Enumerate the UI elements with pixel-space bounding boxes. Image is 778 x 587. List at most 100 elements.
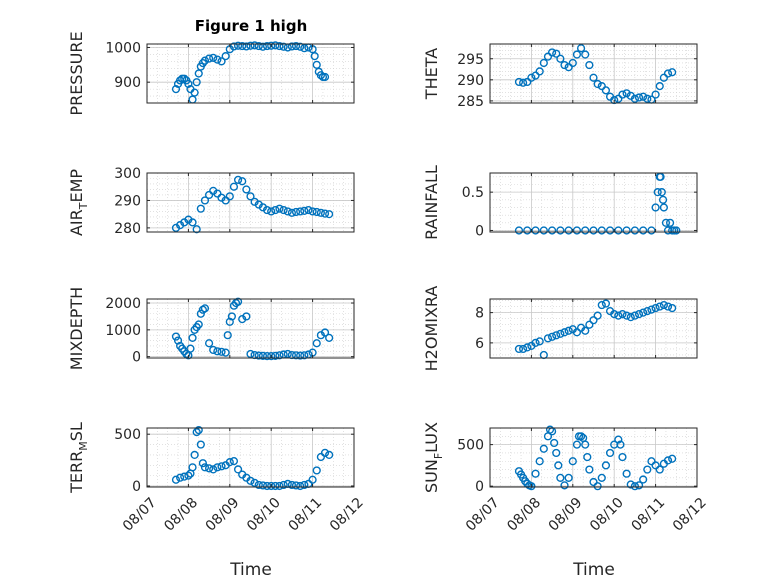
data-point <box>556 226 565 235</box>
data-point <box>171 332 181 341</box>
data-point <box>639 92 648 101</box>
data-point <box>552 331 561 340</box>
data-point <box>554 461 563 470</box>
data-point <box>552 448 561 458</box>
axes-box <box>489 427 698 488</box>
data-point <box>312 339 321 348</box>
data-point <box>246 41 255 50</box>
data-point <box>225 317 234 326</box>
data-point <box>663 69 673 78</box>
axes-box <box>146 298 355 359</box>
plot-area <box>490 44 697 103</box>
y-tick-label: 285 <box>457 94 484 110</box>
data-point <box>188 218 197 227</box>
data-point <box>233 175 243 184</box>
figure-title: Figure 1 high <box>195 17 308 35</box>
data-point <box>320 209 330 218</box>
axes-box <box>489 298 698 359</box>
data-point <box>310 52 319 61</box>
data-point <box>634 481 644 490</box>
y-tick-label: 0.5 <box>462 185 484 201</box>
data-point <box>659 73 668 82</box>
data-point <box>655 302 664 311</box>
data-point <box>585 320 594 329</box>
series-markers <box>171 297 334 361</box>
data-point <box>200 56 210 65</box>
data-point <box>545 425 555 434</box>
data-point <box>217 347 226 356</box>
data-point <box>267 41 276 50</box>
data-point <box>543 334 553 343</box>
data-point <box>605 448 615 458</box>
data-point <box>271 41 280 50</box>
data-point <box>547 332 557 341</box>
y-tick-label: 900 <box>114 75 141 91</box>
data-point <box>184 79 193 89</box>
subplot-8: 0 500 08/07 08/08 08/09 08/10 08/11 08/12 SUNFLU… <box>422 422 710 535</box>
y-axis-label: THETA <box>422 48 441 100</box>
data-point <box>194 320 203 329</box>
data-point <box>634 93 644 102</box>
data-point <box>279 205 288 215</box>
data-point <box>581 326 590 335</box>
data-point <box>593 311 602 320</box>
data-point <box>581 440 590 449</box>
data-point <box>308 207 317 216</box>
axes-box <box>489 172 698 233</box>
data-point <box>543 52 553 61</box>
subplot-7: 0 500 08/07 08/08 08/09 08/10 08/11 08/12 TERRMS… <box>67 422 367 535</box>
data-point <box>275 204 284 213</box>
data-point <box>601 299 611 308</box>
subplot-1: 900 1000 PRESSURE <box>67 31 355 116</box>
data-point <box>585 60 594 70</box>
series-markers <box>514 425 677 491</box>
data-point <box>597 473 606 482</box>
x-tick-label: 08/11 <box>628 495 668 535</box>
data-point <box>572 226 582 235</box>
data-point <box>539 444 548 453</box>
data-point <box>560 328 569 337</box>
data-point <box>668 68 677 77</box>
data-point <box>614 435 623 444</box>
data-point <box>300 480 309 490</box>
y-tick-label: 1000 <box>105 40 141 56</box>
data-point <box>242 185 251 194</box>
data-point <box>192 78 201 87</box>
data-point <box>568 457 577 466</box>
data-point <box>589 316 598 325</box>
data-point <box>514 226 524 235</box>
data-point <box>262 205 272 215</box>
data-point <box>173 336 183 345</box>
data-point <box>614 226 623 235</box>
data-point <box>560 481 569 490</box>
data-point <box>658 195 668 204</box>
data-point <box>217 462 226 471</box>
data-point <box>622 226 631 235</box>
data-point <box>325 210 334 219</box>
y-tick-label: 500 <box>457 438 484 454</box>
data-point <box>564 63 573 72</box>
data-point <box>283 349 292 359</box>
data-point <box>225 458 234 467</box>
data-point <box>651 203 660 212</box>
data-point <box>665 218 675 227</box>
data-point <box>601 461 611 470</box>
series-markers <box>171 175 334 234</box>
data-point <box>229 182 239 191</box>
data-point <box>196 309 205 318</box>
y-tick-label: 290 <box>457 73 484 89</box>
data-point <box>535 457 544 466</box>
data-point <box>514 344 524 354</box>
y-axis-label: RAINFALL <box>422 165 441 240</box>
data-point <box>300 351 309 360</box>
data-point <box>262 481 272 491</box>
data-point <box>180 74 189 83</box>
data-point <box>217 57 226 66</box>
data-point <box>198 459 207 468</box>
axes-box <box>146 172 355 233</box>
x-tick-label: 08/08 <box>161 495 201 535</box>
data-point <box>213 189 222 198</box>
y-axis-label: H2OMIXRA <box>422 286 441 372</box>
data-point <box>523 226 532 235</box>
